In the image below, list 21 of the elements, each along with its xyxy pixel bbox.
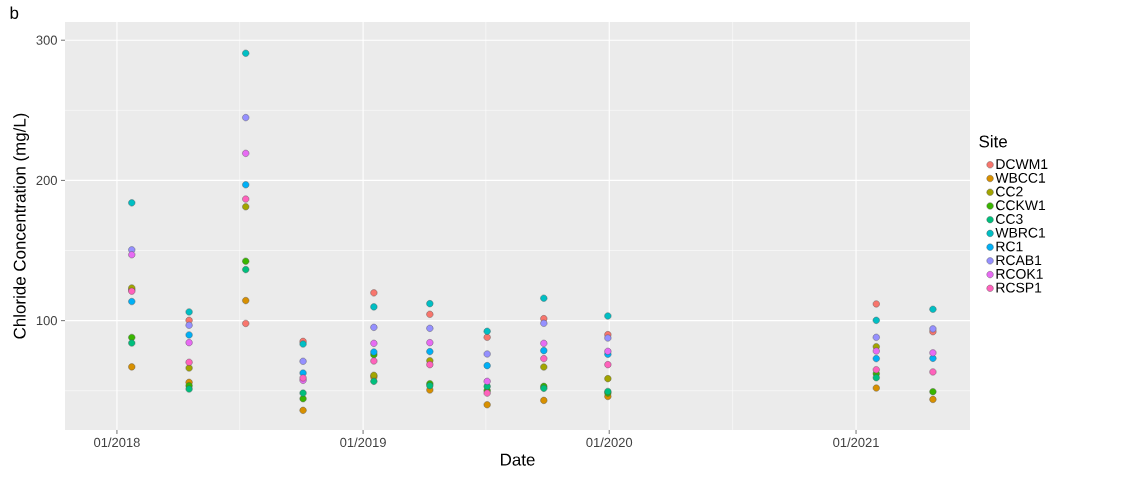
x-tick-label: 01/2018 <box>94 437 140 448</box>
x-tick-label: 01/2020 <box>586 437 633 448</box>
x-axis-title: Date <box>501 453 535 466</box>
y-tick-label: 300 <box>36 35 57 45</box>
y-tick-label: 100 <box>36 316 57 326</box>
y-axis-title: Chloride Concentration (mg/L) <box>13 113 30 339</box>
legend-label: RCOK1 <box>996 268 1043 279</box>
x-tick-label: 01/2021 <box>833 437 879 448</box>
legend-label: RC1 <box>996 241 1023 252</box>
legend-label: WBCC1 <box>995 172 1046 183</box>
y-tick-label: 200 <box>36 175 57 185</box>
x-tick-label: 01/2019 <box>340 437 386 448</box>
legend-label: DCWM1 <box>996 159 1048 170</box>
legend-label: CC3 <box>996 214 1023 224</box>
legend-label: CC2 <box>996 186 1023 197</box>
legend-label: RCAB1 <box>996 255 1042 266</box>
legend-title: Site <box>979 135 1007 148</box>
legend-label: WBRC1 <box>995 227 1046 238</box>
legend-label: RCSP1 <box>996 282 1042 293</box>
legend-label: CCKW1 <box>996 200 1046 211</box>
text: b <box>10 6 19 19</box>
